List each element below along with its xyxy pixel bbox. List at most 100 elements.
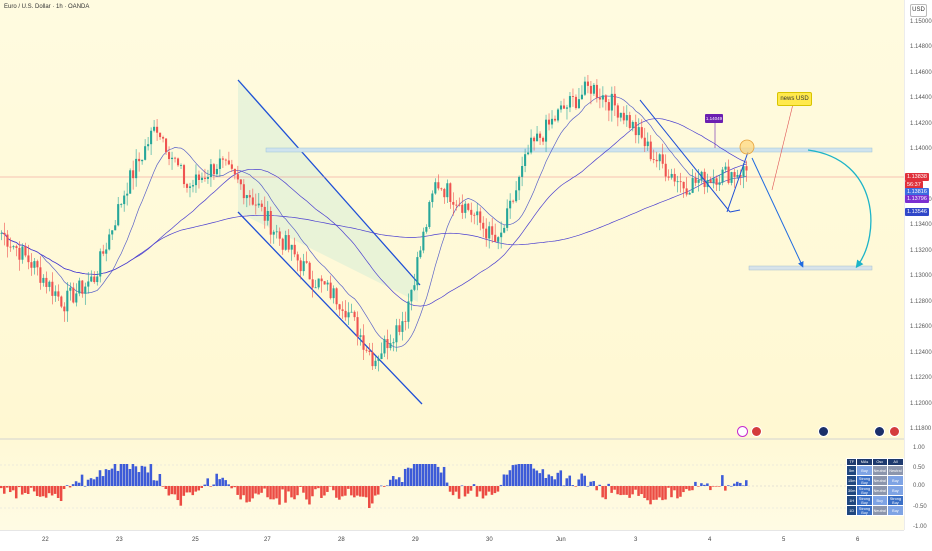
osc-bar bbox=[655, 486, 658, 500]
moving-averages bbox=[1, 95, 747, 348]
candle-body bbox=[272, 231, 275, 235]
candle-body bbox=[613, 93, 616, 106]
us-flag-icon[interactable] bbox=[889, 426, 900, 437]
osc-bar bbox=[59, 486, 63, 502]
osc-bar bbox=[56, 486, 60, 498]
price-marker-label[interactable]: 1.14049 bbox=[705, 114, 723, 123]
candle-body bbox=[694, 178, 697, 183]
osc-bar bbox=[514, 464, 518, 486]
price-tick-label: 1.14800 bbox=[910, 44, 932, 51]
time-scale[interactable] bbox=[0, 530, 904, 551]
news-pointer-line bbox=[771, 103, 794, 191]
osc-bar bbox=[308, 486, 311, 505]
osc-bar bbox=[62, 486, 66, 490]
candle-body bbox=[497, 237, 500, 242]
candle-body bbox=[395, 325, 398, 343]
osc-bar bbox=[568, 475, 572, 486]
news-usd-label[interactable]: news USD bbox=[777, 92, 812, 106]
eu-flag-icon[interactable] bbox=[818, 426, 829, 437]
osc-bar bbox=[661, 486, 664, 501]
osc-bar bbox=[703, 484, 706, 486]
oscillator-chart[interactable] bbox=[0, 440, 904, 530]
osc-bar bbox=[173, 486, 177, 495]
osc-bar bbox=[143, 466, 147, 486]
candle-body bbox=[305, 261, 308, 263]
candle-body bbox=[383, 339, 386, 354]
osc-bar bbox=[391, 476, 395, 486]
price-pane[interactable] bbox=[0, 0, 904, 438]
osc-bar bbox=[35, 486, 39, 497]
osc-bar bbox=[733, 483, 736, 486]
candlestick-chart[interactable] bbox=[0, 0, 904, 438]
osc-bar bbox=[50, 486, 54, 496]
candle-body bbox=[730, 172, 733, 183]
candle-body bbox=[580, 94, 583, 100]
osc-bar bbox=[347, 486, 350, 489]
event-icon[interactable] bbox=[737, 426, 748, 437]
candle-body bbox=[440, 188, 443, 190]
candle-body bbox=[209, 164, 212, 177]
osc-bar bbox=[230, 486, 233, 489]
candle-body bbox=[392, 342, 395, 344]
candle-body bbox=[586, 81, 589, 86]
osc-bar bbox=[326, 486, 329, 492]
osc-bar bbox=[266, 486, 269, 498]
candle-body bbox=[401, 321, 404, 332]
candle-body bbox=[281, 238, 284, 250]
osc-bar bbox=[41, 486, 45, 497]
candle-body bbox=[536, 133, 539, 142]
osc-bar bbox=[218, 479, 221, 486]
candle-body bbox=[156, 126, 159, 133]
candle-body bbox=[39, 267, 42, 283]
osc-tick-label: 1.00 bbox=[913, 445, 925, 451]
osc-bar bbox=[400, 482, 404, 486]
signals-header: TF bbox=[845, 458, 858, 466]
candle-body bbox=[640, 127, 643, 138]
candle-body bbox=[215, 168, 218, 175]
osc-bar bbox=[460, 485, 464, 487]
osc-bar bbox=[158, 474, 162, 486]
osc-bar bbox=[353, 486, 356, 498]
candle-body bbox=[470, 209, 473, 215]
us-flag-icon[interactable] bbox=[751, 426, 762, 437]
signals-cell: Strong Buy bbox=[856, 475, 873, 486]
candle-body bbox=[485, 228, 488, 239]
osc-bar bbox=[544, 477, 548, 486]
signals-cell: Strong Buy bbox=[856, 495, 873, 506]
osc-bar bbox=[601, 486, 604, 498]
candle-body bbox=[254, 204, 257, 206]
eu-flag-icon[interactable] bbox=[874, 426, 885, 437]
osc-bar bbox=[38, 486, 42, 497]
osc-bar bbox=[299, 486, 302, 487]
price-badge: 1.13816 bbox=[905, 188, 929, 196]
currency-button[interactable]: USD bbox=[910, 4, 927, 17]
osc-bar bbox=[320, 486, 323, 498]
candle-body bbox=[676, 181, 679, 183]
candle-body bbox=[27, 255, 30, 263]
pane-separator[interactable] bbox=[0, 438, 932, 440]
osc-bar bbox=[83, 485, 87, 487]
osc-bar bbox=[676, 486, 679, 499]
candle-body bbox=[625, 115, 628, 121]
candle-body bbox=[721, 169, 724, 183]
signals-cell: Buy bbox=[886, 505, 905, 516]
osc-bar bbox=[272, 486, 275, 500]
candle-body bbox=[550, 118, 554, 125]
osc-bar bbox=[245, 486, 248, 503]
curved-arrow bbox=[807, 149, 872, 269]
osc-bar bbox=[496, 486, 500, 492]
signals-table: TF MAs Osc All 5m Buy Neutral Neutral 15… bbox=[845, 458, 905, 516]
symbol-title[interactable]: Euro / U.S. Dollar · 1h · OANDA bbox=[4, 4, 90, 10]
candle-body bbox=[667, 176, 670, 178]
candle-body bbox=[506, 208, 509, 228]
osc-bar bbox=[562, 485, 566, 487]
osc-bar bbox=[269, 486, 272, 500]
osc-bar bbox=[574, 486, 578, 487]
osc-bar bbox=[68, 486, 72, 488]
osc-bar bbox=[484, 486, 488, 496]
price-scale[interactable] bbox=[904, 0, 932, 530]
candle-body bbox=[482, 222, 485, 229]
signals-cell: Buy bbox=[871, 495, 888, 506]
osc-bar bbox=[317, 486, 320, 489]
osc-bar bbox=[532, 468, 536, 486]
